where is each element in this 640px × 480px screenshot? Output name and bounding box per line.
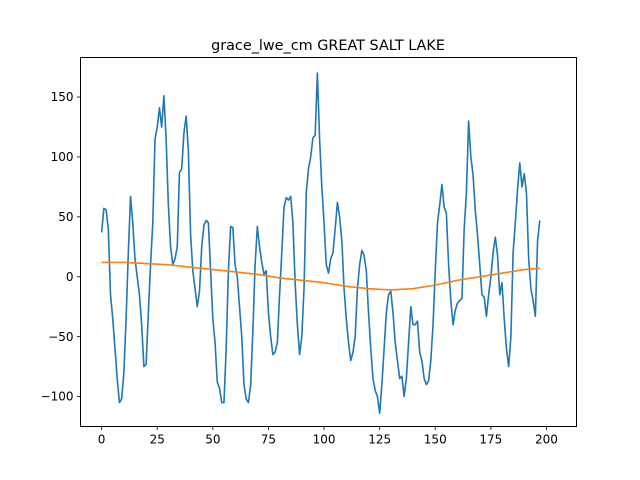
plot-frame	[80, 57, 577, 427]
y-tick-label: −50	[48, 330, 73, 344]
y-tick-label: 100	[51, 150, 74, 164]
x-tick-label: 200	[535, 433, 558, 447]
series-line-0	[100, 72, 541, 415]
x-tick-label: 50	[205, 433, 220, 447]
x-tick-label: 125	[368, 433, 391, 447]
y-tick-label: −100	[41, 390, 74, 404]
axis-layer: 0 25 50 75 100 125 150 175 200 −100 −50 0 50 100 150	[41, 90, 558, 446]
x-tick-label: 100	[313, 433, 336, 447]
x-tick-label: 75	[261, 433, 276, 447]
series-line-1	[101, 261, 540, 291]
x-tick-label: 0	[98, 433, 106, 447]
series-layer	[100, 72, 541, 415]
x-tick-label: 175	[479, 433, 502, 447]
x-tick-label: 25	[150, 433, 165, 447]
y-tick-label: 0	[66, 270, 74, 284]
y-tick-label: 150	[51, 90, 74, 104]
chart-title: grace_lwe_cm GREAT SALT LAKE	[211, 38, 445, 54]
y-tick-label: 50	[58, 210, 73, 224]
x-tick-label: 150	[424, 433, 447, 447]
